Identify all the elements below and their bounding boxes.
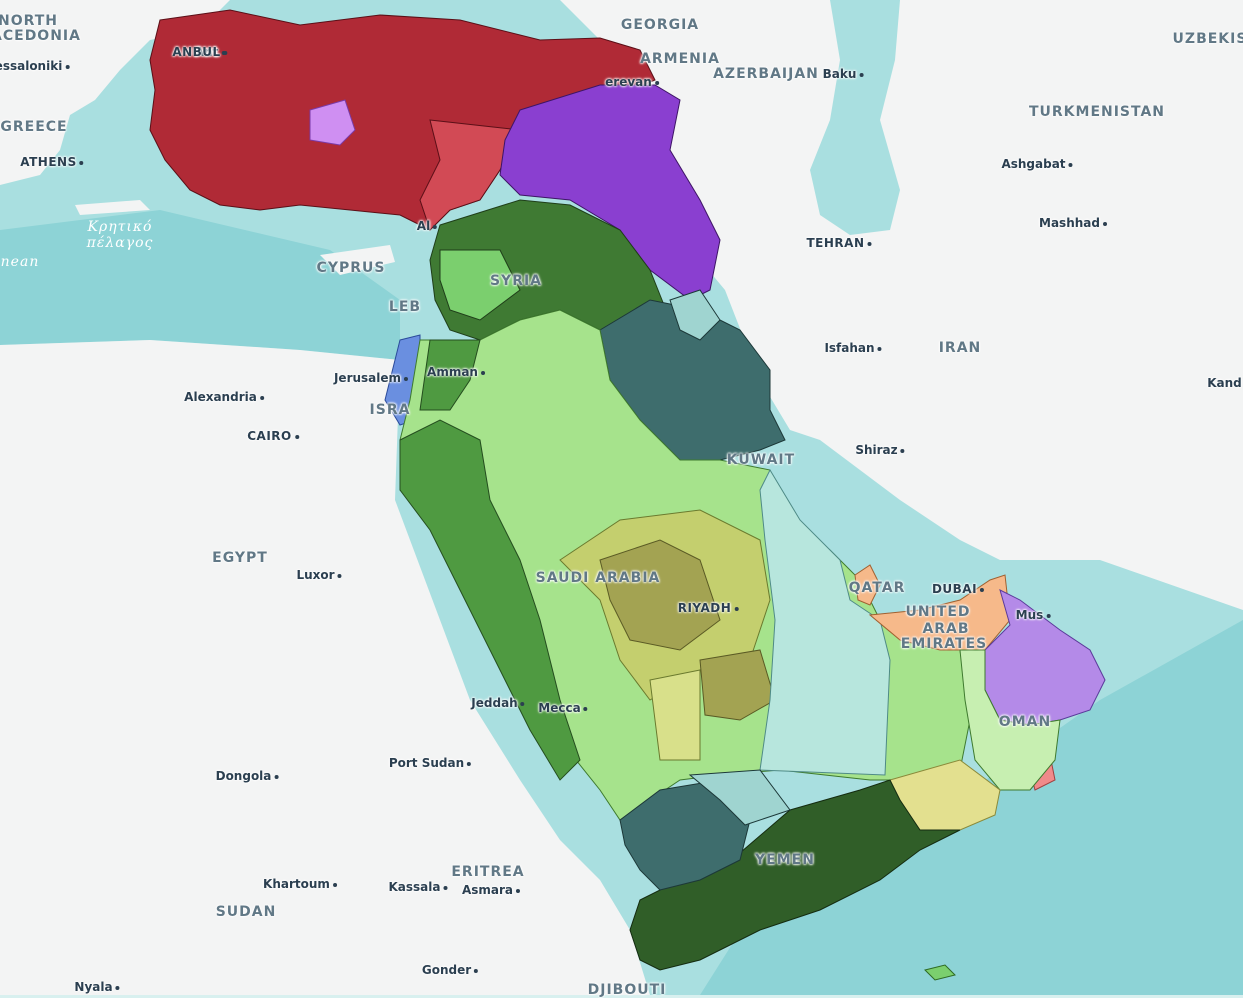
region-hejaz [399,419,581,781]
label-mediterranean: nean [0,254,40,270]
label-alexandria: Alexandria [184,391,264,403]
label-cyprus: CYPRUS [316,260,386,276]
label-mashhad: Mashhad [1039,217,1107,229]
region-oman-green [959,649,1061,791]
label-oman: OMAN [998,714,1052,730]
iran-land [560,0,1243,610]
mediterranean-sea [0,210,400,360]
label-yemen: YEMEN [755,852,815,868]
label-aleppo: Al [417,220,437,232]
label-uae-2: ARAB [922,621,970,637]
label-turkmenistan: TURKMENISTAN [1028,104,1166,120]
label-luxor: Luxor [296,569,341,581]
label-kassala: Kassala [389,881,448,893]
label-syria: SYRIA [489,273,543,289]
label-kandahar: Kand [1207,377,1243,389]
region-purple-pale [309,99,356,146]
label-istanbul: ANBUL [172,46,227,58]
region-iraq-light [669,289,721,341]
label-amman: Amman [427,366,485,378]
label-egypt: EGYPT [212,550,268,566]
label-israel: ISRA [369,402,411,418]
label-asmara: Asmara [462,884,520,896]
region-yemen [629,779,961,971]
region-syria-light [439,249,521,321]
label-iran: IRAN [938,340,982,356]
label-qatar: QATAR [848,580,906,596]
label-uae-3: EMIRATES [900,636,988,652]
label-mecca: Mecca [538,702,587,714]
label-gonder: Gonder [422,964,478,976]
label-lebanon: LEB [388,299,422,315]
label-azerbaijan: AZERBAIJAN [713,66,819,82]
label-cretan-sea: Κρητικό [87,219,153,235]
label-shiraz: Shiraz [855,444,904,456]
label-nyala: Nyala [74,981,119,993]
label-muscat: Mus [1016,609,1051,621]
label-uzbekistan: UZBEKIS [1172,31,1243,47]
greek-islands [75,200,150,215]
region-olive-east [599,539,721,651]
label-ashgabat: Ashgabat [1001,158,1072,170]
region-asir-light [688,769,791,826]
label-isfahan: Isfahan [824,342,881,354]
region-olive-south [699,649,776,721]
label-uae: UNITED [905,604,971,620]
label-armenia: ARMENIA [640,51,720,67]
label-riyadh: RIYADH [678,602,739,614]
label-georgia: GEORGIA [620,17,700,33]
label-greece: GREECE [0,119,68,135]
region-qatar [854,564,881,606]
region-empty-quarter [759,468,891,776]
label-dongola: Dongola [216,770,279,782]
label-sudan: SUDAN [215,904,277,920]
label-cairo: CAIRO [247,430,299,442]
region-pale-yellow [649,669,701,761]
label-tehran: TEHRAN [807,237,872,249]
socotra [924,964,956,981]
label-north-macedonia: NORTH [0,13,59,29]
label-cretan-sea-2: πέλαγος [86,235,154,251]
label-djibouti: DJIBOUTI [587,982,667,998]
region-asir [619,779,751,891]
label-khartoum: Khartoum [263,878,337,890]
label-kuwait: KUWAIT [726,452,796,468]
label-jerusalem: Jerusalem [334,372,408,384]
label-dubai: DUBAI [932,583,984,595]
label-thessaloniki: essaloniki [0,60,69,72]
label-eritrea: ERITREA [451,864,525,880]
label-baku: Baku [823,68,864,80]
label-yerevan: erevan [605,76,659,88]
label-athens: ATHENS [20,156,83,168]
africa-land [0,340,650,995]
label-north-macedonia-2: ACEDONIA [0,28,81,44]
label-port-sudan: Port Sudan [389,757,471,769]
caspian-sea [810,0,900,235]
balkans-land [0,0,230,185]
cyprus-island [320,245,395,275]
label-saudi-arabia: SAUDI ARABIA [535,570,661,586]
label-jeddah: Jeddah [471,697,524,709]
